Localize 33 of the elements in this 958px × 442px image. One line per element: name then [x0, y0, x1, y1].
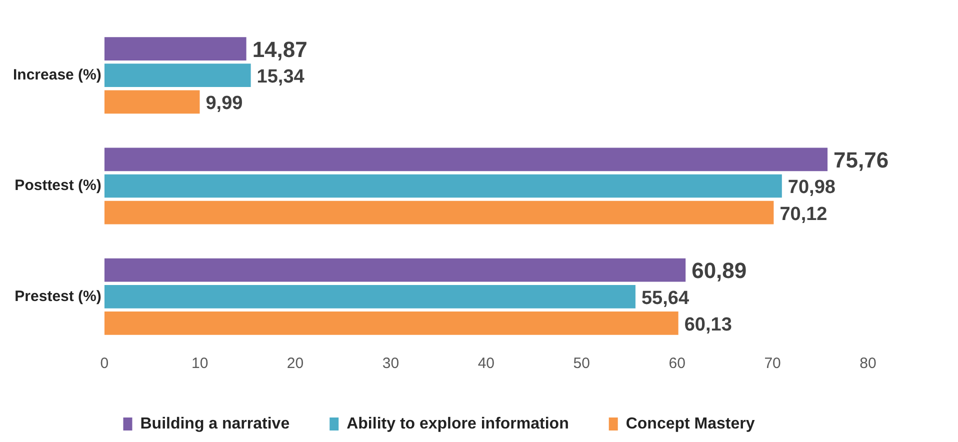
data-label: 60,13: [684, 314, 732, 336]
x-tick-label: 70: [764, 355, 781, 372]
bar: [104, 148, 828, 172]
data-label: 14,87: [252, 36, 308, 62]
x-tick-label: 30: [382, 355, 400, 372]
data-label: 75,76: [834, 148, 889, 173]
x-tick-label: 10: [191, 355, 208, 372]
bar: [104, 37, 246, 60]
y-tick-label: Increase (%): [13, 66, 102, 84]
bar: [104, 258, 686, 282]
x-tick-label: 50: [573, 355, 590, 372]
x-tick-label: 40: [478, 355, 495, 372]
x-tick-label: 80: [860, 355, 876, 372]
legend-label: Concept Mastery: [626, 415, 755, 432]
bar: [104, 64, 251, 88]
data-label: 15,34: [256, 66, 305, 88]
bar: [104, 284, 636, 308]
y-tick-label: Prestest (%): [14, 288, 102, 305]
bar: [104, 200, 774, 224]
data-label: 70,12: [780, 204, 828, 225]
x-tick-label: 20: [286, 355, 304, 372]
bar: [104, 312, 678, 335]
x-tick-label: 0: [100, 355, 109, 372]
x-tick-label: 60: [668, 355, 686, 372]
y-tick-label: Posttest (%): [14, 177, 102, 194]
data-label: 9,99: [206, 93, 243, 114]
data-label: 60,89: [692, 258, 747, 284]
bar: [104, 174, 782, 198]
bar: [104, 90, 200, 114]
legend-label: Ability to explore information: [346, 415, 569, 432]
data-label: 70,98: [788, 177, 836, 198]
legend-label: Building a narrative: [140, 415, 290, 432]
data-label: 55,64: [641, 288, 690, 309]
